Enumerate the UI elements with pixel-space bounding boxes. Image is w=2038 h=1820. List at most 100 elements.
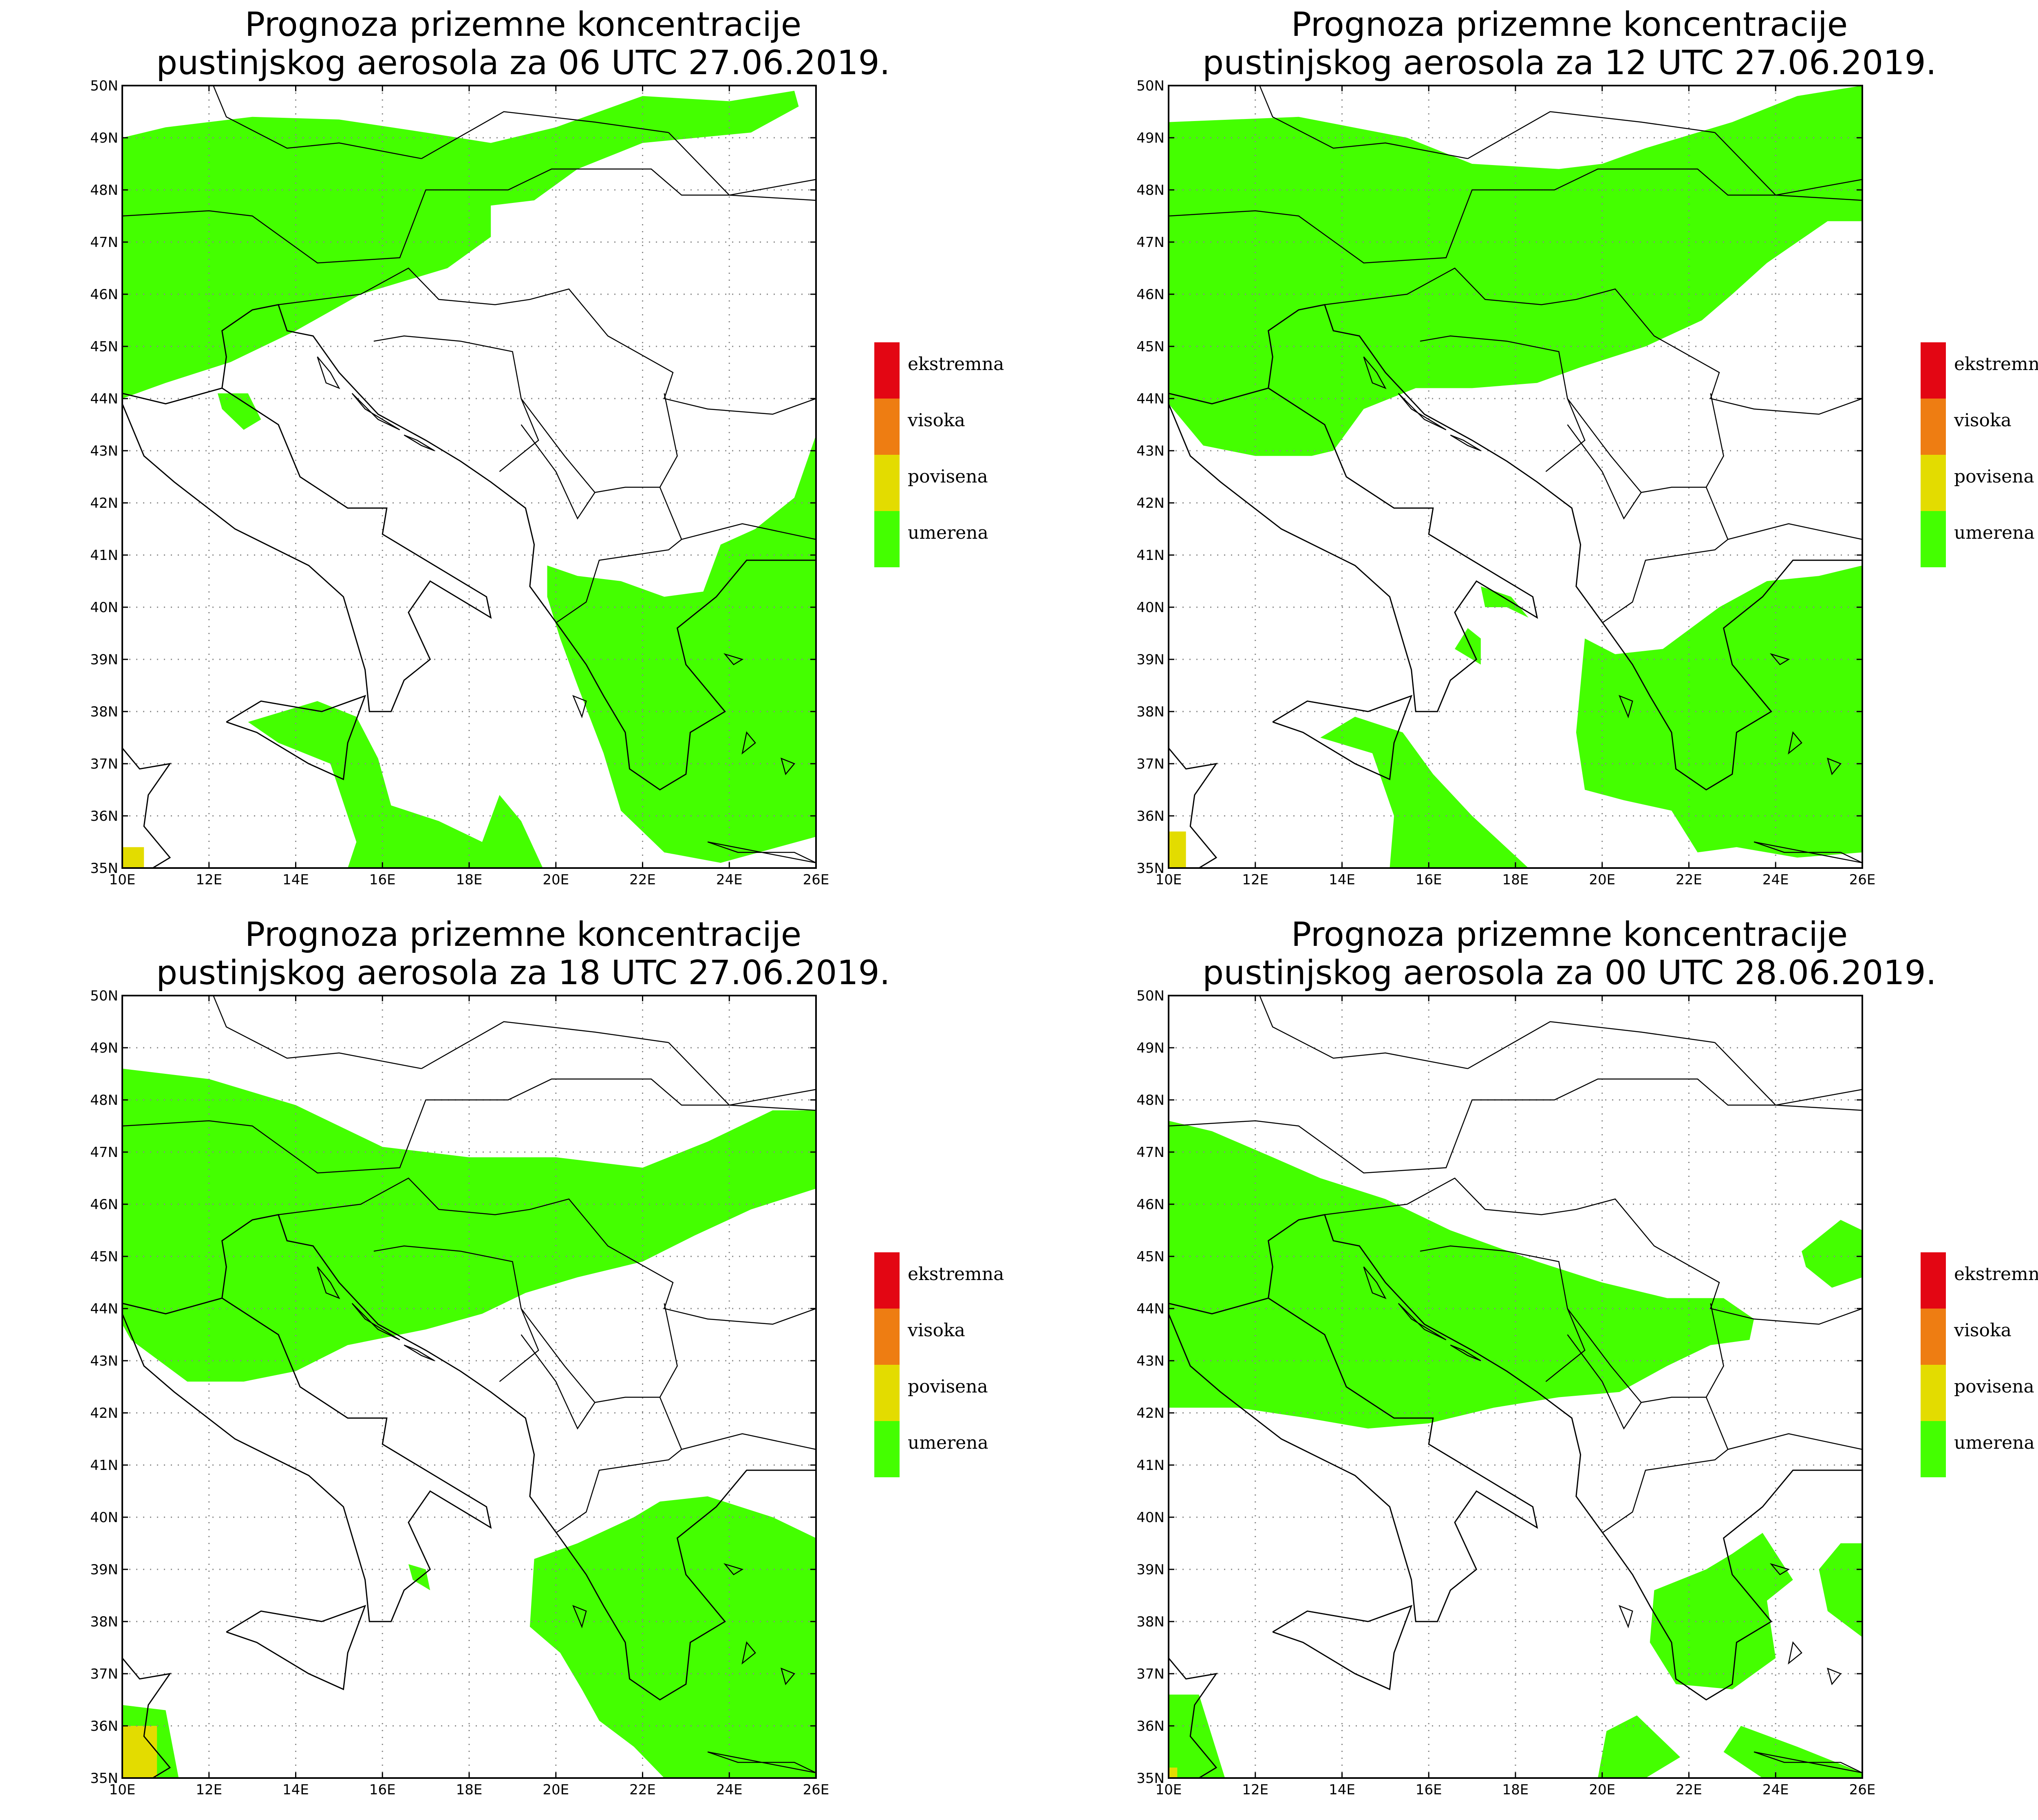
lat-tick-label: 47N	[90, 1144, 118, 1161]
lat-tick-label: 45N	[1136, 1249, 1165, 1265]
umerena-region	[1576, 565, 1862, 858]
lat-tick-label: 43N	[1136, 443, 1165, 459]
map: 50N 49N 48N 47N 46N 45N 44N 43N 42N 41N 40N 39N 38N 3…	[90, 988, 829, 1798]
map: 50N 49N 48N 47N 46N 45N 44N 43N 42N 41N 40N 39N 38N 3…	[90, 78, 829, 888]
lat-tick-label: 41N	[90, 1457, 118, 1474]
lat-tick-label: 50N	[90, 988, 118, 1004]
island-outline	[404, 434, 435, 452]
lat-tick-label: 47N	[1136, 234, 1165, 251]
lon-tick-label: 16E	[369, 1782, 396, 1798]
country-border	[1705, 1303, 1724, 1398]
lat-tick-label: 48N	[90, 182, 118, 198]
island-outline	[723, 1563, 744, 1575]
legend-label-ekstremna: ekstremna	[1954, 1264, 2038, 1285]
lon-tick-label: 26E	[803, 1782, 829, 1798]
lon-tick-label: 14E	[282, 1782, 309, 1798]
lat-tick-label: 45N	[1136, 339, 1165, 355]
lat-tick-label: 47N	[1136, 1144, 1165, 1161]
panel-2: Prognoza prizemne koncentracije pustinjsk…	[1046, 0, 2038, 910]
povisena-region	[122, 847, 144, 868]
lon-tick-label: 26E	[803, 872, 829, 888]
lon-tick-label: 14E	[282, 872, 309, 888]
coastline	[1169, 1214, 1862, 1701]
coastline	[122, 304, 816, 791]
lat-tick-label: 47N	[90, 234, 118, 251]
island-outline	[1753, 841, 1862, 864]
lat-tick-label: 35N	[90, 860, 118, 877]
title-line-1: Prognoza prizemne koncentracije	[245, 915, 802, 954]
country-border	[213, 86, 422, 159]
umerena-region	[1320, 716, 1528, 868]
country-border	[1324, 1177, 1862, 1325]
country-border	[1467, 111, 1715, 159]
legend-label-visoka: visoka	[1954, 1320, 2012, 1341]
country-border	[681, 523, 816, 540]
title-line-2: pustinjskog aerosola za 00 UTC 28.06.201…	[1202, 954, 1937, 992]
lat-tick-label: 36N	[90, 1718, 118, 1734]
title-line-1: Prognoza prizemne koncentracije	[1291, 915, 1848, 954]
lat-tick-label: 37N	[1136, 756, 1165, 772]
lat-tick-label: 42N	[90, 495, 118, 511]
legend-swatch-ekstremna	[874, 1252, 900, 1309]
lat-tick-label: 39N	[1136, 652, 1165, 668]
lat-tick-label: 38N	[90, 1614, 118, 1630]
country-border	[668, 132, 816, 201]
country-border	[278, 267, 816, 415]
panel-3: Prognoza prizemne koncentracije pustinjsk…	[0, 910, 1046, 1820]
title-line-2: pustinjskog aerosola za 18 UTC 27.06.201…	[156, 954, 890, 992]
umerena-region	[529, 1496, 816, 1778]
panel-title: Prognoza prizemne koncentracije pustinjsk…	[0, 6, 1046, 82]
country-border	[373, 1245, 539, 1382]
legend-swatch-visoka	[874, 399, 900, 455]
island-outline	[404, 1344, 435, 1362]
lat-tick-label: 40N	[1136, 1509, 1165, 1526]
legend-label-umerena: umerena	[1954, 522, 2035, 543]
title-line-1: Prognoza prizemne koncentracije	[245, 5, 802, 44]
umerena-region	[1723, 1726, 1862, 1778]
country-border	[421, 1021, 669, 1069]
lat-tick-label: 35N	[90, 1770, 118, 1787]
legend-swatch-ekstremna	[1921, 342, 1946, 399]
lon-tick-label: 20E	[1589, 1782, 1615, 1798]
legend-swatch-umerena	[874, 1421, 900, 1477]
lon-tick-label: 16E	[369, 872, 396, 888]
lat-tick-label: 37N	[90, 1666, 118, 1682]
legend-label-ekstremna: ekstremna	[1954, 354, 2038, 375]
lat-tick-label: 44N	[1136, 1301, 1165, 1317]
coastline	[1272, 695, 1413, 780]
lat-tick-label: 48N	[1136, 1092, 1165, 1108]
country-border	[122, 168, 816, 264]
legend-label-povisena: povisena	[1954, 1376, 2034, 1397]
coastline	[1169, 1298, 1538, 1622]
lat-tick-label: 36N	[1136, 1718, 1165, 1734]
lat-tick-label: 42N	[1136, 1405, 1165, 1421]
island-outline	[1450, 434, 1481, 452]
coastline	[226, 1605, 366, 1690]
legend-label-povisena: povisena	[1954, 466, 2034, 487]
lat-tick-label: 46N	[90, 1196, 118, 1213]
country-border	[1420, 335, 1586, 472]
island-outline	[1619, 695, 1633, 718]
umerena-region	[1650, 1533, 1793, 1690]
lon-tick-label: 20E	[1589, 872, 1615, 888]
island-outline	[723, 653, 744, 665]
lon-tick-label: 10E	[1156, 1782, 1182, 1798]
panel-title: Prognoza prizemne koncentracije pustinjsk…	[1046, 916, 2038, 992]
lat-tick-label: 37N	[90, 756, 118, 772]
island-outline	[351, 1303, 400, 1340]
country-border	[1714, 1042, 1862, 1111]
umerena-region	[218, 393, 261, 430]
lon-tick-label: 10E	[109, 1782, 136, 1798]
country-border	[1259, 996, 1468, 1069]
country-border	[1567, 1308, 1729, 1534]
lon-tick-label: 18E	[456, 1782, 483, 1798]
lon-tick-label: 20E	[543, 872, 569, 888]
umerena-region	[1802, 1220, 1862, 1288]
lat-tick-label: 50N	[1136, 988, 1165, 1004]
lon-tick-label: 12E	[196, 872, 222, 888]
legend-label-umerena: umerena	[908, 1432, 988, 1453]
island-outline	[741, 1641, 756, 1665]
lat-tick-label: 50N	[1136, 78, 1165, 94]
country-border	[1567, 424, 1642, 520]
legend-label-umerena: umerena	[908, 522, 988, 543]
